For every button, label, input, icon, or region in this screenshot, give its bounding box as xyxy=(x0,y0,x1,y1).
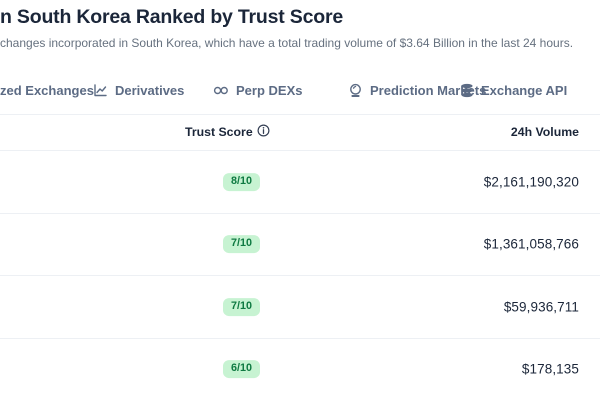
trust-score-badge: 8/10 xyxy=(223,172,261,191)
line-chart-icon xyxy=(93,83,108,98)
infinity-icon xyxy=(213,83,229,98)
volume-cell: $178,135 xyxy=(521,361,579,377)
column-header-trust-score[interactable]: Trust Score xyxy=(185,114,270,150)
info-icon[interactable] xyxy=(257,124,270,140)
table-row[interactable]: 7/10 $59,936,711 xyxy=(0,276,600,339)
tab-label: Exchange API xyxy=(481,83,568,98)
tab-exchange-api[interactable]: Exchange API xyxy=(460,83,567,98)
table-row[interactable]: 8/10 $2,161,190,320 xyxy=(0,151,600,214)
tab-label: Prediction Markets xyxy=(370,83,487,98)
table-row[interactable]: 7/10 $1,361,058,766 xyxy=(0,214,600,276)
trust-score-badge: 7/10 xyxy=(223,235,261,254)
column-header-24h-volume[interactable]: 24h Volume xyxy=(510,125,579,139)
tab-label: zed Exchanges xyxy=(0,83,94,98)
exchanges-table: Trust Score 24h Volume 8/10 $2,161,190,3… xyxy=(0,114,600,400)
trust-score-badge: 7/10 xyxy=(223,297,261,316)
page-subtitle: changes incorporated in South Korea, whi… xyxy=(0,36,574,50)
tab-derivatives[interactable]: Derivatives xyxy=(93,83,184,98)
volume-cell: $59,936,711 xyxy=(503,299,579,315)
tab-perp-dexs[interactable]: Perp DEXs xyxy=(213,83,302,98)
table-body: 8/10 $2,161,190,320 7/10 $1,361,058,766 … xyxy=(0,151,600,400)
crystal-ball-icon xyxy=(348,83,363,98)
trust-score-badge: 6/10 xyxy=(223,360,261,379)
category-tabbar: zed Exchanges Derivatives Perp DEXs xyxy=(0,74,600,115)
tab-prediction-markets[interactable]: Prediction Markets xyxy=(348,83,486,98)
volume-cell: $1,361,058,766 xyxy=(483,236,579,252)
database-icon xyxy=(460,83,474,98)
page-title: n South Korea Ranked by Trust Score xyxy=(0,6,343,28)
tab-centralized-exchanges[interactable]: zed Exchanges xyxy=(0,83,94,98)
table-row[interactable]: 6/10 $178,135 xyxy=(0,339,600,400)
tab-label: Derivatives xyxy=(115,83,185,98)
volume-cell: $2,161,190,320 xyxy=(483,174,579,190)
table-header-row: Trust Score 24h Volume xyxy=(0,114,600,151)
tab-label: Perp DEXs xyxy=(236,83,303,98)
